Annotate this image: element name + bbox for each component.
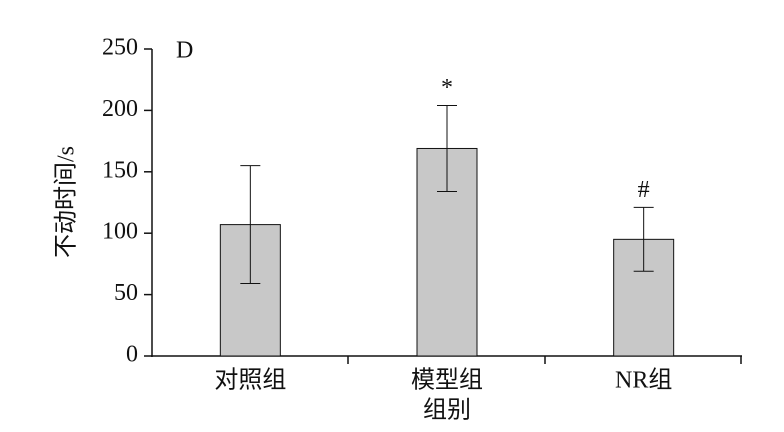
significance-mark: * (441, 75, 453, 101)
y-axis-label: 不动时间/s (53, 146, 80, 258)
y-tick-label: 100 (102, 219, 138, 245)
x-tick-label: 对照组 (214, 367, 286, 394)
y-tick-label: 200 (102, 96, 138, 122)
panel-label: D (176, 38, 193, 64)
x-tick-label: 模型组 (411, 367, 483, 394)
y-tick-label: 50 (114, 280, 138, 306)
y-tick-label: 250 (102, 35, 138, 61)
y-tick-label: 0 (126, 342, 138, 368)
x-axis-label: 组别 (423, 397, 471, 424)
y-tick-label: 150 (102, 157, 138, 183)
significance-mark: # (638, 177, 650, 203)
x-tick-label: NR组 (615, 367, 672, 394)
